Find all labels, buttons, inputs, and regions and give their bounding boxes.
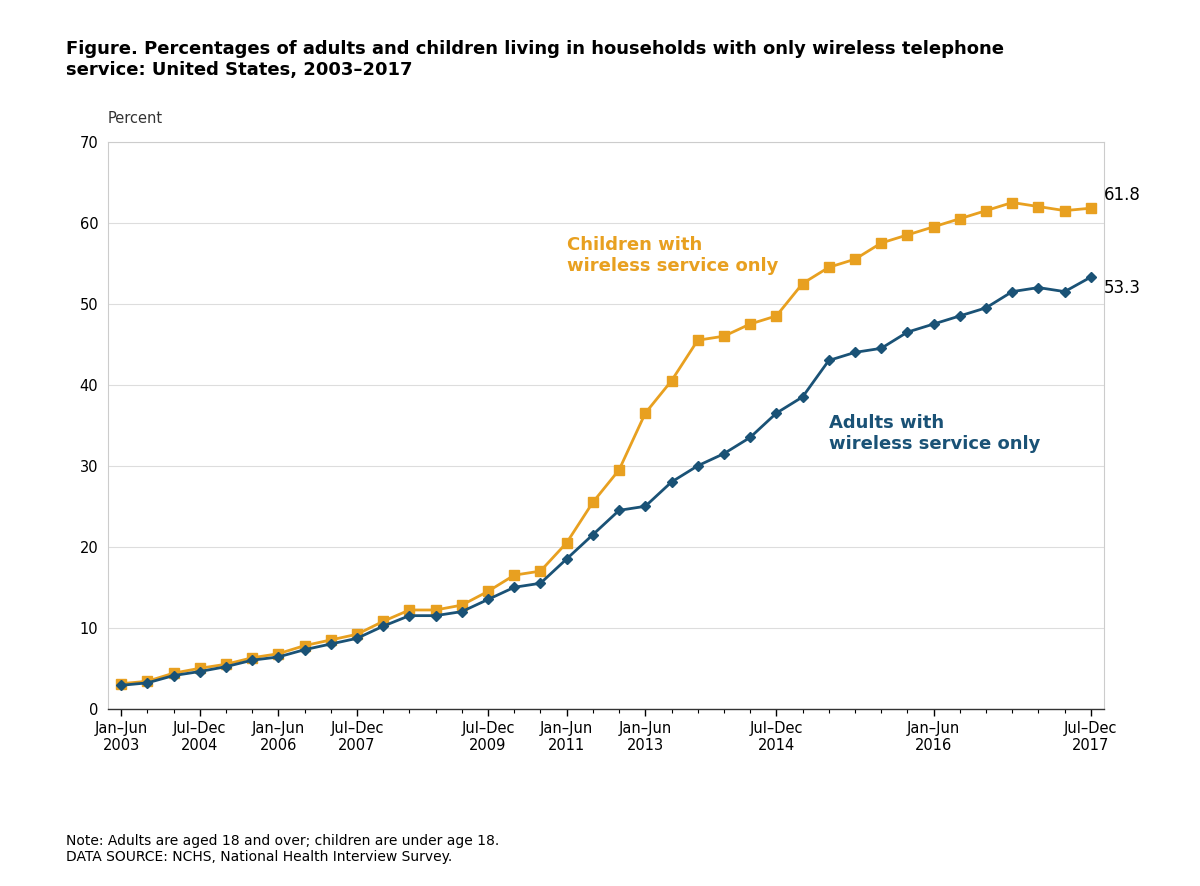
Text: Children with
wireless service only: Children with wireless service only: [566, 236, 778, 275]
Text: Percent: Percent: [108, 111, 163, 126]
Text: Figure. Percentages of adults and children living in households with only wirele: Figure. Percentages of adults and childr…: [66, 40, 1004, 79]
Text: 61.8: 61.8: [1104, 186, 1141, 204]
Text: Adults with
wireless service only: Adults with wireless service only: [829, 414, 1040, 453]
Text: Note: Adults are aged 18 and over; children are under age 18.
DATA SOURCE: NCHS,: Note: Adults are aged 18 and over; child…: [66, 834, 499, 864]
Text: 53.3: 53.3: [1104, 279, 1141, 297]
